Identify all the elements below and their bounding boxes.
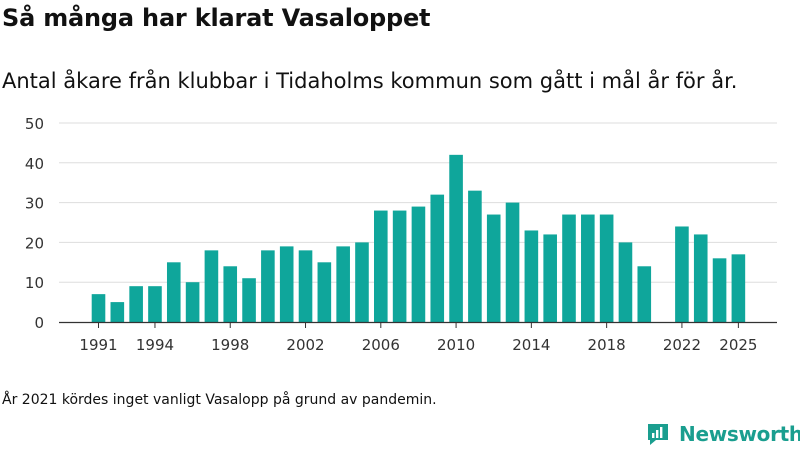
y-tick-label: 30 <box>25 195 44 213</box>
bar-2007 <box>392 210 407 322</box>
brand-name: Newsworthy <box>679 422 800 446</box>
newsworthy-logo-icon <box>648 424 668 445</box>
bar-2006 <box>374 210 388 322</box>
bar-2017 <box>581 214 595 322</box>
bar-1997 <box>204 250 219 322</box>
bar-2010 <box>449 154 463 322</box>
bar-1993 <box>129 286 143 322</box>
bar-2020 <box>637 266 652 322</box>
x-tick-label: 1998 <box>211 336 249 354</box>
bar-2012 <box>486 214 501 322</box>
x-tick-label: 2006 <box>362 336 400 354</box>
brand-logo: Newsworthy <box>645 421 800 447</box>
x-tick-label: 2014 <box>512 336 550 354</box>
x-tick-label: 1991 <box>79 336 117 354</box>
bar-2000 <box>261 250 275 322</box>
bar-2022 <box>675 226 689 322</box>
footnote: År 2021 kördes inget vanligt Vasalopp på… <box>2 392 437 408</box>
bar-2003 <box>317 262 332 322</box>
bar-1996 <box>185 282 200 322</box>
bar-1999 <box>242 278 256 322</box>
bar-2024 <box>712 258 727 322</box>
bar-2009 <box>430 194 445 322</box>
bar-1992 <box>110 302 125 322</box>
bar-chart: 0 10 20 30 40 50 1991 1994 1998 2002 2006 2010 2014 2… <box>25 115 777 354</box>
bar-2011 <box>468 190 482 322</box>
x-tick-label: 2018 <box>588 336 626 354</box>
y-tick-label: 0 <box>34 314 44 332</box>
bar-2001 <box>279 246 294 322</box>
chart-title: Så många har klarat Vasaloppet <box>2 4 431 32</box>
bar-1994 <box>148 286 162 322</box>
bar-2002 <box>298 250 313 322</box>
y-tick-label: 40 <box>25 155 44 173</box>
bar-2014 <box>524 230 539 322</box>
bar-2018 <box>599 214 614 322</box>
bar-2019 <box>618 242 633 322</box>
y-tick-label: 20 <box>25 234 44 252</box>
bar-2023 <box>693 234 708 322</box>
bar-2025 <box>731 254 746 322</box>
bar-2004 <box>336 246 350 322</box>
bar-2015 <box>543 234 557 322</box>
bar-2008 <box>411 206 426 322</box>
bar-2016 <box>562 214 576 322</box>
bar-1995 <box>166 262 181 322</box>
bar-1998 <box>223 266 238 322</box>
chart-subtitle: Antal åkare från klubbar i Tidaholms kom… <box>2 69 738 93</box>
y-tick-label: 10 <box>25 274 44 292</box>
x-tick-label: 2025 <box>719 336 757 354</box>
bar-1991 <box>91 294 106 322</box>
y-tick-label: 50 <box>25 115 44 133</box>
x-tick-label: 2002 <box>286 336 324 354</box>
x-tick-label: 2010 <box>437 336 475 354</box>
x-tick-label: 1994 <box>136 336 174 354</box>
x-tick-label: 2022 <box>663 336 701 354</box>
bar-2013 <box>505 202 520 322</box>
bar-2005 <box>355 242 369 322</box>
